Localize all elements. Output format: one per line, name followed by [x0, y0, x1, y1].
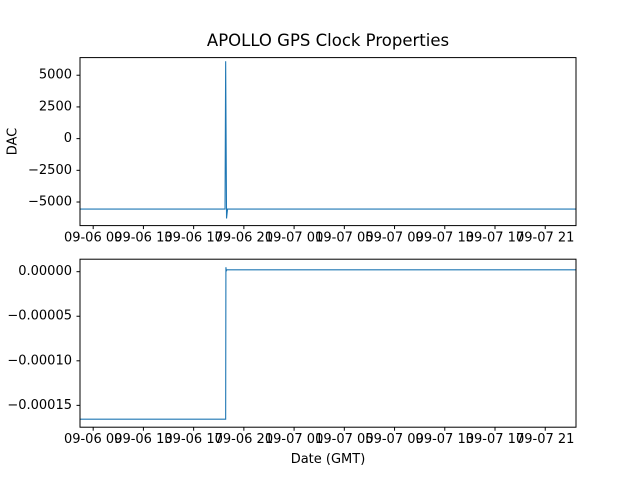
y-tick-label: −0.00005 — [7, 309, 72, 324]
figure-title: APOLLO GPS Clock Properties — [206, 31, 450, 50]
x-tick-label: 09-06 09 — [64, 432, 122, 447]
x-tick-label: 09-06 09 — [64, 230, 122, 245]
y-tick-label: −0.00015 — [7, 398, 72, 413]
x-tick-label: 09-07 05 — [315, 432, 373, 447]
x-axis-label: Date (GMT) — [290, 452, 366, 467]
y-tick-label: 5000 — [39, 68, 72, 83]
dac-axis-label: DAC — [5, 127, 21, 155]
x-tick-label: 09-07 05 — [315, 230, 373, 245]
x-tick-label: 09-06 17 — [164, 432, 222, 447]
y-tick-label: 0 — [64, 131, 72, 146]
x-tick-label: 09-07 13 — [416, 432, 474, 447]
x-tick-label: 09-07 09 — [365, 432, 423, 447]
x-tick-label: 09-06 21 — [215, 230, 273, 245]
x-tick-label: 09-06 13 — [114, 432, 172, 447]
x-tick-label: 09-07 17 — [466, 230, 524, 245]
x-tick-label: 09-07 17 — [466, 432, 524, 447]
y-tick-label: −0.00010 — [7, 353, 72, 368]
offset-line — [80, 267, 576, 420]
x-tick-label: 09-07 01 — [265, 432, 323, 447]
x-tick-label: 09-07 09 — [365, 230, 423, 245]
y-tick-label: −5000 — [28, 195, 72, 210]
y-tick-label: −2500 — [28, 163, 72, 178]
x-tick-label: 09-06 13 — [114, 230, 172, 245]
axes-frame — [79, 57, 577, 227]
dac-line — [80, 61, 576, 219]
x-tick-label: 09-06 21 — [215, 432, 273, 447]
x-tick-label: 09-06 17 — [164, 230, 222, 245]
x-tick-label: 09-07 01 — [265, 230, 323, 245]
x-tick-label: 09-07 13 — [416, 230, 474, 245]
y-tick-label: 0.00000 — [18, 264, 72, 279]
x-tick-label: 09-07 21 — [516, 230, 574, 245]
x-tick-label: 09-07 21 — [516, 432, 574, 447]
y-tick-label: 2500 — [39, 99, 72, 114]
dac-ylabel-wrap: DAC — [2, 57, 24, 225]
axes-frame — [79, 258, 577, 428]
